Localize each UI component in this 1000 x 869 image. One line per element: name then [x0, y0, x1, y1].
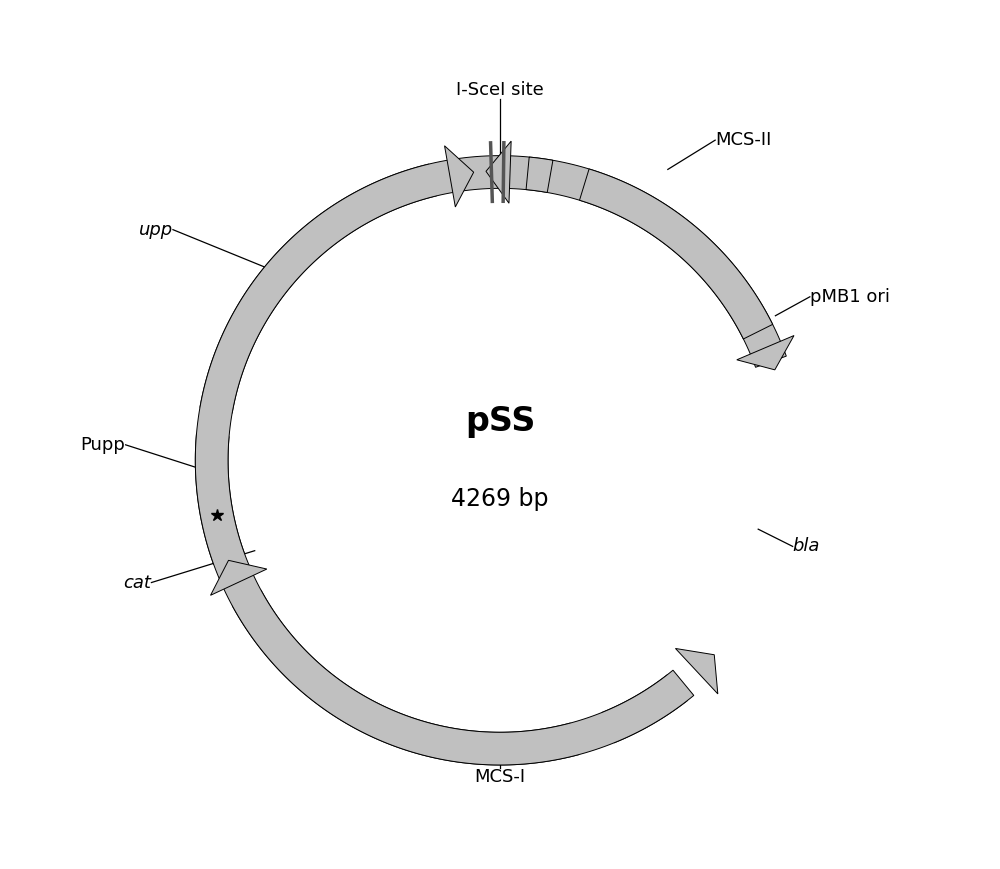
Polygon shape [232, 590, 579, 765]
Polygon shape [580, 169, 773, 339]
Polygon shape [211, 561, 267, 595]
Text: Pupp: Pupp [81, 436, 126, 454]
Text: pMB1 ori: pMB1 ori [810, 288, 890, 306]
Polygon shape [195, 434, 244, 565]
Text: MCS-I: MCS-I [474, 768, 526, 786]
Polygon shape [737, 335, 794, 370]
Text: 4269 bp: 4269 bp [451, 487, 549, 511]
Text: bla: bla [793, 537, 820, 555]
Text: cat: cat [124, 574, 151, 592]
Polygon shape [602, 674, 688, 743]
Text: upp: upp [139, 221, 173, 239]
Text: MCS-II: MCS-II [715, 131, 772, 149]
Text: pSS: pSS [465, 405, 535, 438]
Polygon shape [200, 164, 437, 413]
Polygon shape [195, 156, 786, 765]
Polygon shape [486, 141, 511, 203]
Polygon shape [675, 648, 718, 694]
Polygon shape [526, 157, 553, 192]
Text: I-SceI site: I-SceI site [456, 81, 544, 99]
Polygon shape [445, 146, 474, 207]
